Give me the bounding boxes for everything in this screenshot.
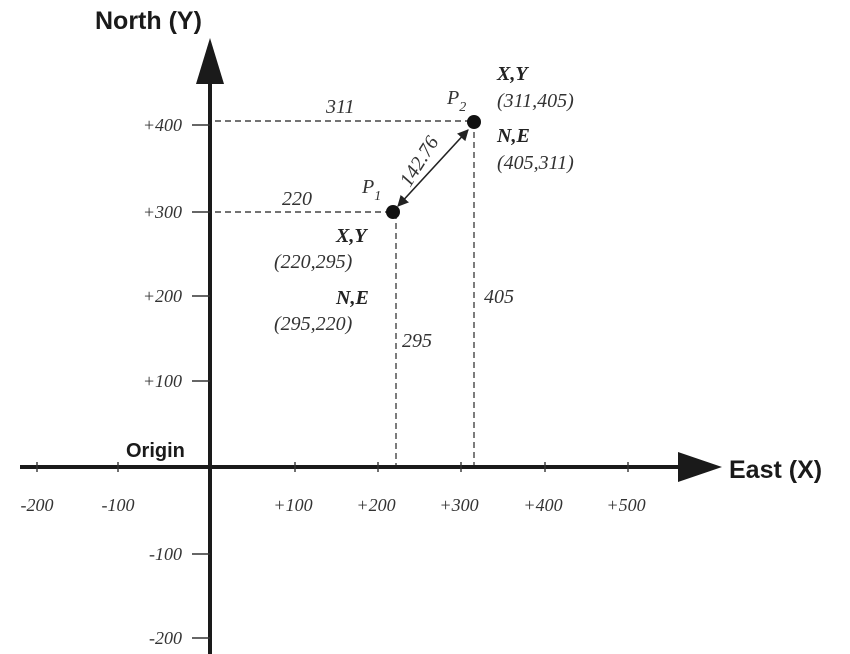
x-tick-label: -100 (102, 495, 135, 515)
y-tick-label: +100 (143, 371, 182, 391)
p1-name: P (361, 176, 374, 198)
x-tick-label: -200 (21, 495, 54, 515)
north-axis-title: North (Y) (95, 7, 202, 35)
p2-subscript: 2 (459, 100, 466, 115)
p1-ne-header: N,E (335, 287, 369, 309)
p2-name: P (446, 87, 459, 109)
distance-label: 142.76 (396, 132, 444, 190)
p2-y-label: 405 (484, 286, 514, 308)
p2-x-label: 311 (325, 96, 355, 118)
p2-label: P2 (446, 87, 466, 115)
x-tick-label: +200 (356, 495, 395, 515)
p2-xy-header: X,Y (496, 63, 529, 85)
x-tick-label: +100 (273, 495, 312, 515)
y-tick-label: -100 (149, 544, 182, 564)
p2-ne-value: (405,311) (497, 152, 574, 174)
p1-xy-header: X,Y (335, 225, 368, 247)
y-tick-label: +200 (143, 286, 182, 306)
x-tick-label: +500 (606, 495, 645, 515)
p1-xy-value: (220,295) (274, 251, 353, 273)
p2-xy-value: (311,405) (497, 90, 574, 112)
p2-ne-header: N,E (496, 125, 530, 147)
p1-label: P1 (361, 176, 381, 204)
point-p1-marker (386, 205, 400, 219)
origin-label: Origin (126, 440, 185, 462)
point-p2-marker (467, 115, 481, 129)
north-arrowhead-icon (196, 38, 224, 84)
y-tick-label: +300 (143, 202, 182, 222)
east-axis-title: East (X) (729, 456, 822, 484)
distance-arrow (397, 129, 469, 207)
p1-subscript: 1 (374, 189, 381, 204)
p1-ne-value: (295,220) (274, 313, 353, 335)
east-arrowhead-icon (678, 452, 722, 482)
x-tick-label: +400 (523, 495, 562, 515)
p1-x-label: 220 (282, 188, 312, 210)
p1-y-label: 295 (402, 330, 432, 352)
y-tick-label: +400 (143, 115, 182, 135)
y-tick-label: -200 (149, 628, 182, 648)
x-tick-label: +300 (439, 495, 478, 515)
